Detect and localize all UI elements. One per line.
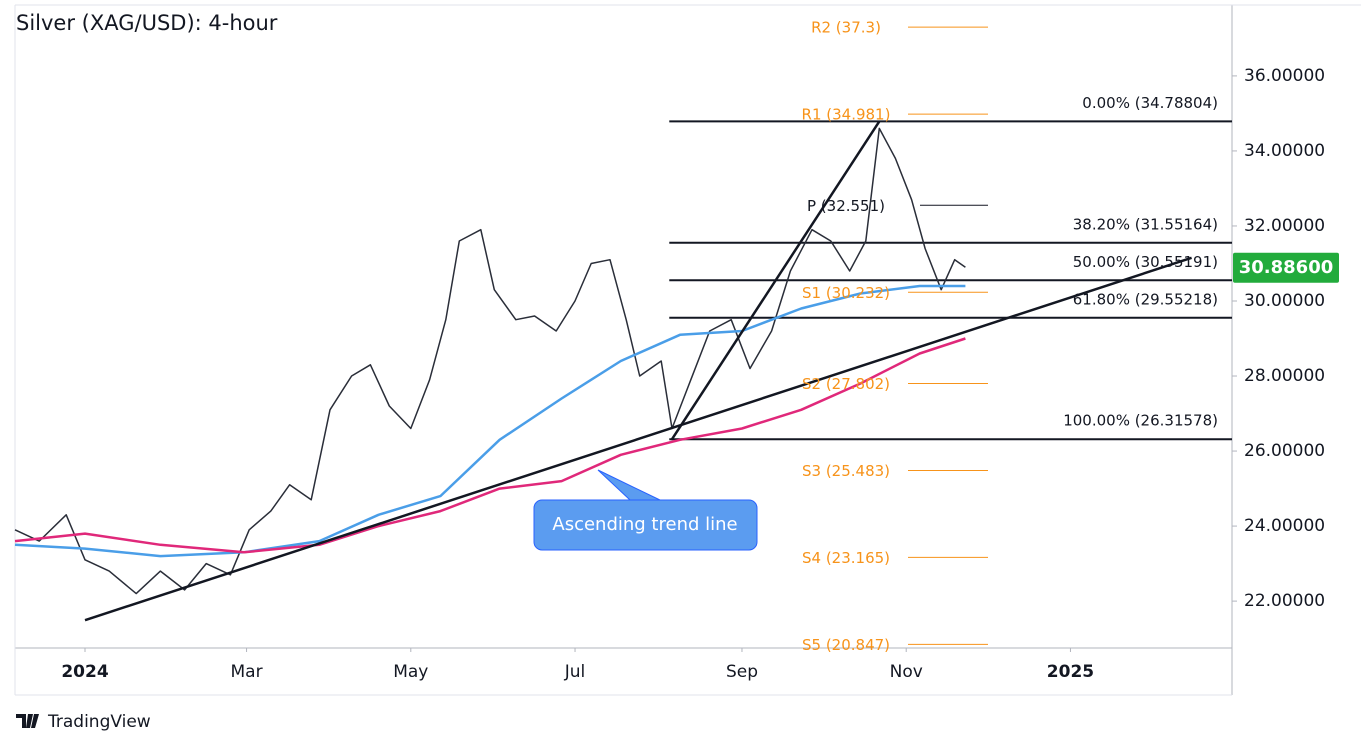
y-tick-label: 34.00000 [1244,141,1325,161]
pivot-label: S2 (27.802) [802,375,890,393]
pivot-label: P (32.551) [807,197,885,215]
callout-box [533,499,758,551]
x-tick-label: 2025 [1047,662,1094,682]
trend-line [84,256,1192,622]
x-tick-label: 2024 [61,662,108,682]
y-tick-label: 30.00000 [1244,291,1325,311]
x-tick-label: Sep [726,662,758,682]
x-tick-label: May [393,662,428,682]
y-tick-label: 24.00000 [1244,516,1325,536]
fib-label: 38.20% (31.55164) [1073,215,1218,233]
fib-label: 0.00% (34.78804) [1082,94,1218,112]
chart-title: Silver (XAG/USD): 4-hour [16,11,278,35]
price-line [14,337,966,554]
last-price-tag [1233,252,1339,283]
pivot-label: S3 (25.483) [802,462,890,480]
pivot-label: R2 (37.3) [811,19,881,37]
y-tick-label: 32.00000 [1244,216,1325,236]
x-tick-label: Jul [564,662,586,682]
y-tick-label: 28.00000 [1244,366,1325,386]
last-price-label: 30.88600 [1239,257,1334,278]
logo-icon [16,714,39,728]
fib-label: 61.80% (29.55218) [1073,290,1218,308]
x-tick-label: Mar [231,662,263,682]
tradingview-logo: TradingView [16,712,151,732]
y-tick-label: 36.00000 [1244,66,1325,86]
x-tick-label: Nov [890,662,923,682]
y-tick-label: 26.00000 [1244,441,1325,461]
fib-label: 50.00% (30.55191) [1073,253,1218,271]
source-label: TradingView [47,712,151,732]
y-tick-label: 22.00000 [1244,591,1325,611]
fib-label: 100.00% (26.31578) [1063,412,1218,430]
plot-area [14,26,1232,645]
pivot-label: R1 (34.981) [802,106,891,124]
price-line [14,284,966,558]
annotation: Ascending trend line [552,514,737,535]
pivot-label: S5 (20.847) [802,636,890,654]
pivot-label: S4 (23.165) [802,549,890,567]
price-line [14,127,966,595]
swing-line [670,120,881,440]
pivot-label: S1 (30.232) [802,284,890,302]
